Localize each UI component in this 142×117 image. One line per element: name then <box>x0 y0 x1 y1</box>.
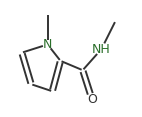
Text: NH: NH <box>92 43 111 56</box>
Text: O: O <box>87 93 97 106</box>
Text: N: N <box>43 38 52 51</box>
